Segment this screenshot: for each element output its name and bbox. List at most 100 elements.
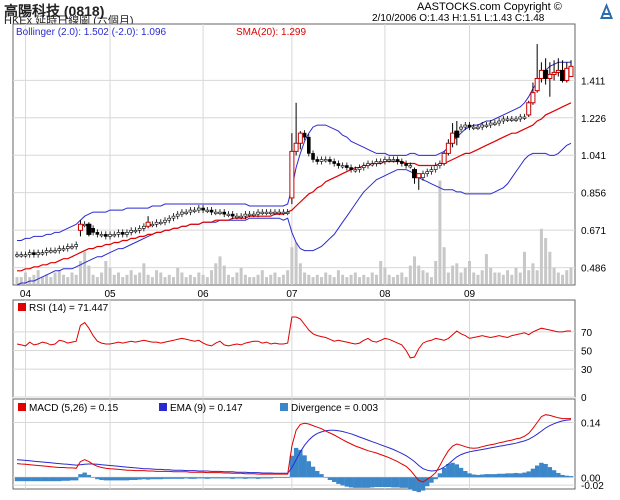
volume-bar (370, 272, 374, 284)
divergence-bar (124, 477, 130, 481)
price-candle (252, 213, 256, 216)
price-candle (70, 246, 74, 249)
rsi-legend: RSI (14) = 71.447 (29, 303, 109, 314)
divergence-bar (86, 474, 92, 478)
volume-bar (501, 274, 505, 284)
volume-bar (472, 272, 476, 284)
price-candle (293, 142, 299, 152)
price-candle (44, 250, 49, 253)
volume-bar (226, 274, 230, 284)
volume-bar (269, 274, 273, 284)
volume-bar (150, 277, 154, 284)
volume-bar (552, 267, 556, 284)
divergence-bar (82, 472, 87, 478)
volume-bar (265, 277, 269, 284)
price-candle (509, 118, 514, 121)
volume-bar (121, 277, 125, 284)
price-candle (328, 159, 332, 162)
volume-bar (535, 270, 539, 284)
divergence-bar (52, 477, 58, 482)
price-candle (235, 215, 239, 218)
divergence-bar (264, 477, 269, 479)
volume-bar (480, 270, 484, 284)
price-tick-label: 1.411 (581, 76, 606, 87)
volume-bar (404, 277, 408, 284)
volume-bar (353, 272, 357, 284)
volume-bar (129, 270, 133, 284)
divergence-bar (183, 477, 189, 479)
volume-bar (379, 261, 383, 284)
volume-bar (74, 274, 78, 284)
divergence-bar (302, 455, 307, 478)
volume-bar (438, 180, 442, 284)
price-candle (518, 116, 523, 120)
volume-bar (231, 277, 235, 284)
divergence-bar (141, 477, 147, 480)
price-candle (82, 223, 87, 227)
divergence-bar (192, 477, 197, 479)
volume-bar (142, 263, 146, 284)
volume-bar (78, 261, 82, 284)
price-candle (366, 163, 370, 166)
divergence-legend: Divergence = 0.003 (291, 403, 378, 414)
price-candle (534, 77, 540, 92)
volume-bar (176, 267, 180, 284)
volume-bar (303, 272, 307, 284)
volume-bar (146, 274, 150, 284)
price-candle (167, 217, 172, 221)
volume-bar (527, 270, 531, 284)
volume-bar (256, 274, 260, 284)
price-candle (145, 221, 151, 227)
divergence-bar (243, 477, 248, 479)
price-candle (370, 163, 375, 166)
volume-bar (349, 274, 353, 284)
divergence-bar (133, 477, 138, 480)
divergence-bar (116, 477, 121, 481)
price-candle (412, 169, 418, 179)
divergence-bar (31, 477, 37, 482)
volume-bar (57, 270, 61, 284)
volume-bar (332, 277, 336, 284)
divergence-bar (319, 474, 324, 478)
volume-bar (100, 272, 104, 284)
price-candle (112, 234, 117, 237)
divergence-bar (543, 463, 548, 478)
divergence-bar (137, 477, 142, 480)
price-candle (268, 211, 273, 214)
divergence-bar (213, 477, 218, 479)
divergence-bar (412, 477, 417, 491)
divergence-bar (69, 477, 75, 481)
price-candle (77, 223, 83, 231)
volume-bar (239, 267, 243, 284)
divergence-bar (450, 462, 455, 478)
divergence-bar (209, 477, 214, 479)
volume-bar (32, 274, 36, 284)
divergence-bar (509, 473, 514, 478)
volume-bar (184, 277, 188, 284)
volume-bar (315, 274, 319, 284)
divergence-bar (145, 477, 151, 480)
divergence-bar (48, 477, 54, 482)
volume-bar (489, 267, 493, 284)
volume-bar (235, 272, 239, 284)
divergence-bar (276, 477, 282, 479)
divergence-bar (167, 477, 172, 479)
divergence-bar (23, 477, 28, 482)
divergence-bar (370, 477, 375, 488)
price-candle (99, 234, 104, 237)
price-candle (163, 219, 167, 223)
sma-legend: SMA(20): 1.299 (236, 27, 306, 38)
price-candle (32, 252, 36, 255)
divergence-bar (441, 467, 447, 478)
divergence-bar (374, 477, 379, 488)
volume-bar (319, 277, 323, 284)
volume-bar (565, 270, 569, 284)
price-candle (315, 159, 320, 162)
volume-bar (531, 263, 535, 284)
volume-bar (324, 272, 328, 284)
divergence-bar (391, 477, 396, 488)
volume-bar (434, 261, 438, 284)
divergence-bar (281, 477, 286, 479)
price-candle (154, 221, 159, 225)
volume-bar (544, 238, 548, 284)
